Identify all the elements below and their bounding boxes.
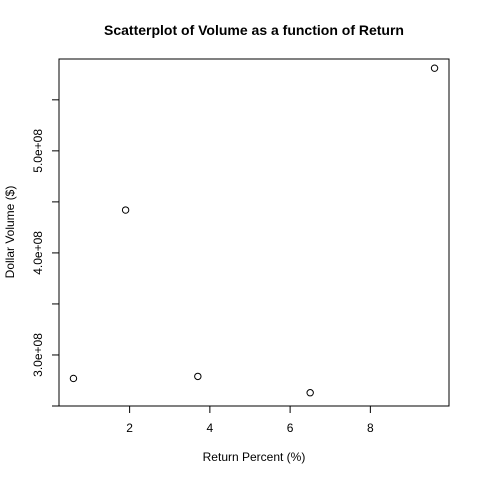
y-axis-label: Dollar Volume ($)	[3, 186, 17, 279]
x-axis-label: Return Percent (%)	[203, 450, 306, 464]
data-point	[194, 372, 202, 381]
y-tick-label: 5.0e+08	[31, 129, 45, 173]
x-axis: 2 4 6 8	[126, 405, 374, 435]
data-point	[121, 206, 130, 214]
data-points	[69, 64, 439, 397]
y-tick-label: 4.0e+08	[31, 231, 45, 275]
x-tick-label: 6	[287, 421, 294, 435]
data-point	[430, 64, 439, 72]
chart-title: Scatterplot of Volume as a function of R…	[104, 22, 404, 38]
x-tick-label: 2	[126, 421, 133, 435]
data-point	[306, 389, 314, 397]
x-tick-label: 8	[367, 421, 374, 435]
y-axis: 3.0e+08 4.0e+08 5.0e+08	[31, 99, 60, 407]
y-tick-label: 3.0e+08	[31, 333, 45, 377]
data-point	[69, 374, 78, 383]
x-tick-label: 4	[207, 421, 214, 435]
